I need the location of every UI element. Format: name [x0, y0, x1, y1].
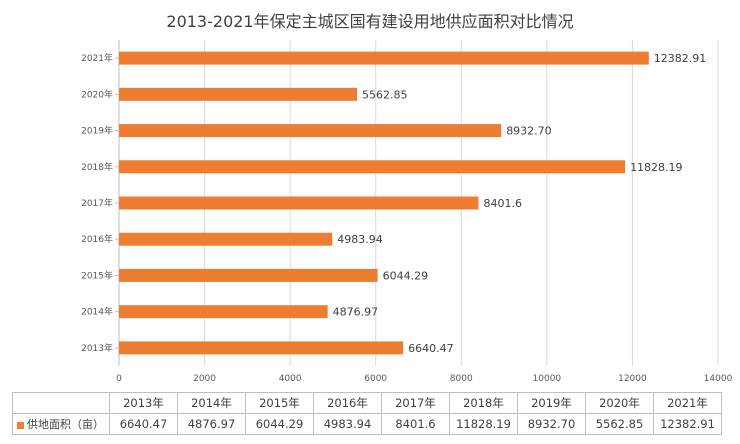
data-label: 6044.29 — [383, 269, 429, 282]
table-row: 供地面积（亩） 6640.47 4876.97 6044.29 4983.94 8401… — [12, 413, 722, 435]
table-cell: 8932.70 — [517, 413, 586, 435]
x-tick-label: 6000 — [364, 374, 387, 384]
bar — [119, 87, 358, 101]
x-tick-label: 8000 — [450, 374, 473, 384]
x-tick-label: 2000 — [193, 374, 216, 384]
data-label: 12382.91 — [654, 52, 707, 65]
bar — [119, 305, 328, 319]
table-header-cell: 2017年 — [381, 392, 450, 414]
bar-chart: 0 2000 4000 6000 8000 10000 12000 14000 2013年 664… — [81, 40, 733, 384]
data-label: 5562.85 — [362, 88, 408, 101]
table-cell: 4983.94 — [313, 413, 382, 435]
data-label: 8401.6 — [483, 197, 522, 210]
x-tick-label: 10000 — [533, 374, 562, 384]
table-header-cell: 2018年 — [449, 392, 518, 414]
table-header-row: 2013年 2014年 2015年 2016年 2017年 2018年 2019年 2020年… — [12, 392, 722, 414]
table-header-cell: 2021年 — [653, 392, 722, 414]
chart-title: 2013-2021年保定主城区国有建设用地供应面积对比情况 — [166, 12, 574, 31]
table-cell: 12382.91 — [653, 413, 722, 435]
data-label: 4983.94 — [337, 233, 383, 246]
bar — [119, 196, 479, 210]
data-table: 2013年 2014年 2015年 2016年 2017年 2018年 2019年 2020年… — [12, 392, 722, 435]
table-header-cell: 2020年 — [585, 392, 654, 414]
bar — [119, 160, 626, 174]
table-cell: 6044.29 — [245, 413, 314, 435]
table-header-cell: 2019年 — [517, 392, 586, 414]
table-header-cell: 2013年 — [109, 392, 178, 414]
data-label: 4876.97 — [333, 306, 379, 319]
table-corner-cell — [12, 392, 110, 414]
x-tick-label: 14000 — [704, 374, 733, 384]
table-cell: 4876.97 — [177, 413, 246, 435]
category-label: 2020年 — [81, 88, 113, 100]
table-cell: 5562.85 — [585, 413, 654, 435]
table-header-cell: 2014年 — [177, 392, 246, 414]
table-cell: 11828.19 — [449, 413, 518, 435]
series-name-cell: 供地面积（亩） — [12, 413, 110, 435]
table-header-cell: 2015年 — [245, 392, 314, 414]
category-label: 2016年 — [81, 233, 113, 245]
data-label: 11828.19 — [630, 161, 683, 174]
category-label: 2019年 — [81, 125, 113, 137]
category-label: 2014年 — [81, 306, 113, 318]
bar — [119, 268, 378, 282]
category-label: 2017年 — [81, 197, 113, 209]
data-label: 8932.70 — [506, 125, 552, 138]
category-label: 2021年 — [81, 52, 113, 64]
x-tick-label: 0 — [116, 374, 122, 384]
x-tick-label: 12000 — [618, 374, 647, 384]
bar — [119, 232, 333, 246]
data-label: 6640.47 — [408, 342, 454, 355]
legend-swatch — [17, 421, 24, 429]
bar — [119, 341, 404, 355]
x-tick-label: 4000 — [279, 374, 302, 384]
category-label: 2018年 — [81, 161, 113, 173]
category-label: 2013年 — [81, 342, 113, 354]
bar — [119, 124, 502, 138]
table-header-cell: 2016年 — [313, 392, 382, 414]
category-label: 2015年 — [81, 269, 113, 281]
bar — [119, 51, 649, 65]
table-cell: 6640.47 — [109, 413, 178, 435]
series-name: 供地面积（亩） — [27, 418, 104, 431]
table-cell: 8401.6 — [381, 413, 450, 435]
